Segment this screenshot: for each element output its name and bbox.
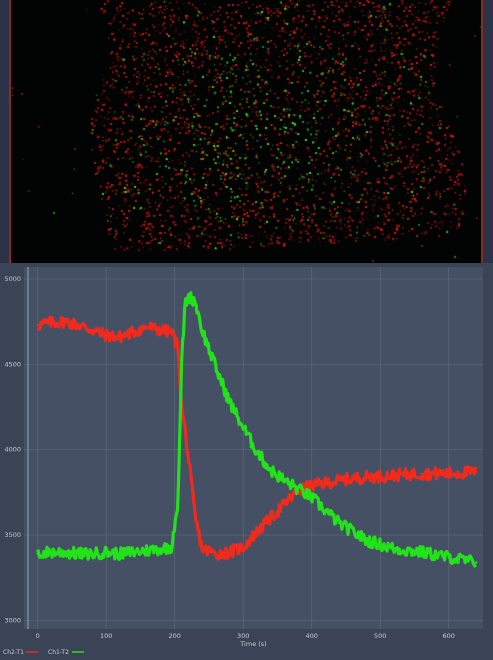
data-point xyxy=(200,547,204,550)
legend: Ch2-T1 Ch1-T2 xyxy=(3,649,84,656)
intensity-chart-panel: 0 100 200 300 400 500 600 3000 3500 4000 4500 5000 … xyxy=(0,263,493,660)
x-tick-label: 600 xyxy=(443,632,455,640)
y-tick-label: 5000 xyxy=(4,275,21,283)
y-tick-label: 3500 xyxy=(4,531,21,539)
data-point xyxy=(176,499,180,503)
y-tick-label: 4500 xyxy=(4,360,21,368)
data-point xyxy=(447,472,450,475)
x-tick-label: 0 xyxy=(36,632,40,640)
data-point xyxy=(392,474,396,477)
legend-label-ch2: Ch2-T1 xyxy=(3,649,24,656)
data-point xyxy=(63,550,67,554)
data-point xyxy=(187,294,190,298)
data-point xyxy=(269,468,272,472)
x-tick-label: 500 xyxy=(374,632,386,640)
data-point xyxy=(255,530,259,533)
data-point xyxy=(283,503,286,506)
data-point xyxy=(105,550,108,554)
data-point xyxy=(105,334,108,337)
image-left-border xyxy=(9,0,11,263)
data-point xyxy=(132,330,135,334)
data-point xyxy=(118,552,122,556)
data-point xyxy=(228,550,231,554)
data-point xyxy=(214,366,218,369)
fluorescence-image xyxy=(10,0,482,263)
data-point xyxy=(242,545,245,549)
series-line xyxy=(36,315,478,561)
data-point xyxy=(337,479,341,482)
data-point xyxy=(77,552,81,556)
data-point xyxy=(50,550,53,554)
data-point xyxy=(77,323,81,327)
data-point xyxy=(183,428,187,431)
data-point xyxy=(159,328,163,332)
data-point xyxy=(176,346,180,349)
data-point xyxy=(132,550,135,554)
data-point xyxy=(269,516,272,520)
x-tick-label: 200 xyxy=(169,632,181,640)
data-point xyxy=(200,328,204,332)
data-point xyxy=(242,426,245,429)
data-point xyxy=(194,299,197,303)
legend-label-ch1: Ch1-T2 xyxy=(48,649,69,656)
series-Ch1-T2 xyxy=(36,291,478,568)
data-point xyxy=(255,450,259,453)
data-point xyxy=(50,321,53,324)
series-Ch2-T1 xyxy=(36,315,478,561)
x-tick-label: 300 xyxy=(237,632,249,640)
data-point xyxy=(170,330,173,334)
data-point xyxy=(310,496,313,499)
data-point xyxy=(474,561,478,564)
x-tick-label: 100 xyxy=(100,632,112,640)
data-point xyxy=(180,363,183,366)
data-point xyxy=(146,549,149,552)
image-right-border xyxy=(481,0,483,263)
image-viewer-panel xyxy=(0,0,493,263)
series-line xyxy=(36,291,477,568)
data-point xyxy=(474,470,478,474)
data-point xyxy=(337,521,341,525)
data-point xyxy=(118,335,122,339)
data-point xyxy=(420,550,423,554)
data-point xyxy=(36,323,39,327)
data-point xyxy=(365,475,368,479)
data-point xyxy=(36,552,39,556)
data-point xyxy=(214,552,218,556)
data-point xyxy=(296,487,300,491)
data-point xyxy=(63,320,67,323)
data-series xyxy=(36,291,478,568)
y-tick-label: 4000 xyxy=(4,446,21,454)
data-point xyxy=(228,400,231,404)
data-point xyxy=(187,457,190,460)
data-point xyxy=(365,539,368,542)
fluorescence-image-canvas xyxy=(10,0,482,263)
data-point xyxy=(283,479,286,482)
data-point xyxy=(447,556,450,559)
data-point xyxy=(420,472,423,475)
data-point xyxy=(392,547,396,550)
intensity-chart: 0 100 200 300 400 500 60030003500400045005000 … xyxy=(3,267,483,656)
data-point xyxy=(159,547,163,550)
data-point xyxy=(146,325,149,328)
data-point xyxy=(310,484,313,487)
x-axis-label: Time (s) xyxy=(239,640,266,648)
data-point xyxy=(91,328,94,332)
axis-ticks: 0 100 200 300 400 500 600 3000 3500 4000 4500 5000 xyxy=(4,275,455,640)
x-tick-label: 400 xyxy=(306,632,318,640)
data-point xyxy=(170,545,173,549)
data-point xyxy=(194,516,197,520)
data-point xyxy=(91,552,94,556)
y-tick-label: 3000 xyxy=(4,616,21,624)
data-point xyxy=(183,303,187,306)
